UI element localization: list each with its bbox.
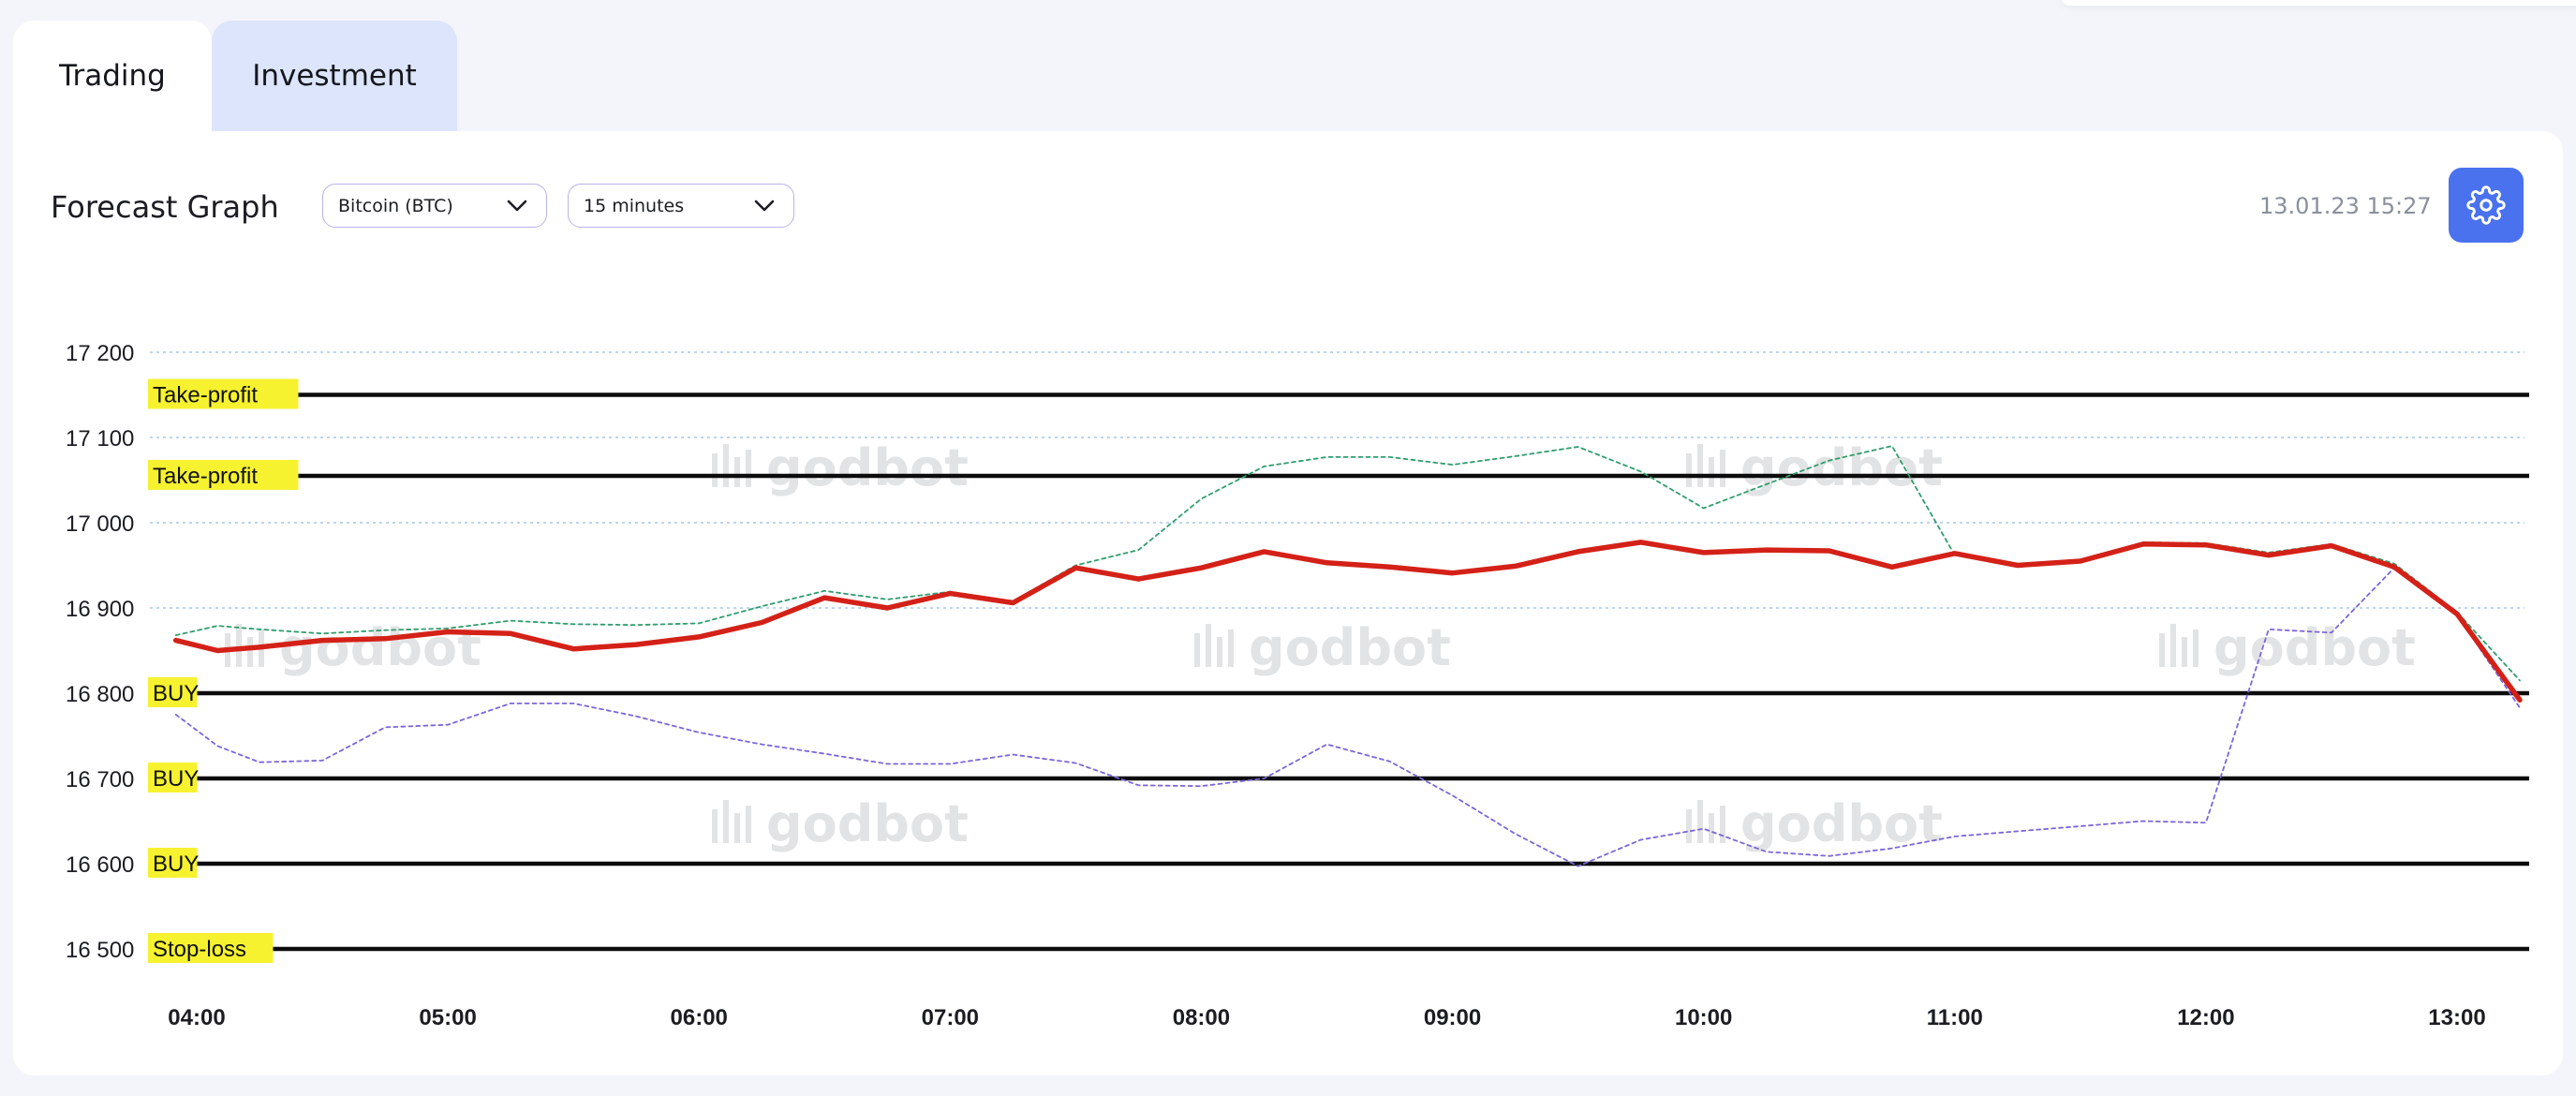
watermark-bar <box>2170 624 2176 667</box>
level-label-bg <box>148 459 299 490</box>
watermark-text: godbot <box>1249 618 1451 677</box>
level-label-bg <box>148 378 299 409</box>
watermark-bar <box>712 453 718 487</box>
watermark: godbot <box>225 618 481 677</box>
watermark-bar <box>1206 624 1211 667</box>
watermark-bar <box>1697 800 1703 843</box>
gear-icon <box>2466 185 2506 225</box>
watermark-bar <box>746 450 751 487</box>
watermark-bar <box>1697 444 1703 487</box>
watermark-bar <box>1720 806 1725 843</box>
x-tick-label: 11:00 <box>1927 1005 1983 1030</box>
watermark-bar <box>1228 629 1234 667</box>
watermark-text: godbot <box>279 618 481 677</box>
watermark-bar <box>746 806 751 843</box>
watermark: godbot <box>712 794 969 853</box>
level-label-bg <box>148 848 198 878</box>
tab-bar: Trading Investment <box>13 21 457 131</box>
x-tick-label: 04:00 <box>168 1005 225 1030</box>
y-tick-label: 17 100 <box>66 426 134 452</box>
chevron-down-icon <box>507 200 527 212</box>
x-tick-label: 13:00 <box>2428 1005 2485 1030</box>
x-tick-label: 08:00 <box>1173 1005 1230 1030</box>
x-tick-label: 10:00 <box>1675 1005 1732 1030</box>
watermark-bar <box>247 637 253 667</box>
watermark-text: godbot <box>766 794 969 853</box>
y-tick-label: 16 900 <box>66 597 134 622</box>
asset-select[interactable]: Bitcoin (BTC) <box>322 184 547 228</box>
level-label: Stop-loss <box>153 937 246 962</box>
level-label: BUY <box>153 681 199 706</box>
watermark-bar <box>1709 457 1714 487</box>
lower-band-line <box>174 567 2521 867</box>
watermark: godbot <box>1194 618 1451 677</box>
x-tick-label: 07:00 <box>922 1005 979 1030</box>
watermark-bar <box>1686 453 1692 487</box>
watermark: godbot <box>2159 618 2416 677</box>
watermark-text: godbot <box>2213 618 2416 677</box>
watermark-text: godbot <box>1740 438 1943 497</box>
watermark-bar <box>712 809 718 843</box>
level-label-bg <box>148 763 198 792</box>
y-tick-label: 16 800 <box>66 682 134 707</box>
watermark-text: godbot <box>1740 794 1943 853</box>
y-tick-label: 17 200 <box>66 341 134 366</box>
interval-select-value: 15 minutes <box>584 195 685 216</box>
asset-select-value: Bitcoin (BTC) <box>338 195 453 216</box>
watermark-bar <box>1194 633 1200 667</box>
x-tick-label: 06:00 <box>671 1005 728 1030</box>
y-tick-label: 16 700 <box>66 767 134 792</box>
x-tick-label: 05:00 <box>419 1005 476 1030</box>
watermark: godbot <box>1686 794 1943 853</box>
forecast-card: Forecast Graph Bitcoin (BTC) 15 minutes … <box>13 131 2563 1075</box>
level-label: BUY <box>153 766 199 792</box>
watermark-bar <box>236 624 242 667</box>
watermark-bar <box>723 800 729 843</box>
watermark-bar <box>1217 637 1222 667</box>
watermark: godbot <box>1686 438 1943 497</box>
x-tick-label: 09:00 <box>1424 1005 1481 1030</box>
settings-button[interactable] <box>2449 168 2524 243</box>
tab-trading[interactable]: Trading <box>13 21 212 131</box>
level-label: Take-profit <box>153 383 258 408</box>
page-title: Forecast Graph <box>51 189 279 225</box>
top-panel-edge <box>2061 0 2576 6</box>
x-tick-label: 12:00 <box>2177 1005 2234 1030</box>
interval-select[interactable]: 15 minutes <box>568 184 794 228</box>
chevron-down-icon <box>754 200 775 212</box>
watermark-bar <box>2159 633 2165 667</box>
level-label: Take-profit <box>153 464 258 489</box>
level-label-bg <box>148 933 274 963</box>
watermark-bar <box>1686 809 1692 843</box>
forecast-line <box>172 540 2523 704</box>
y-tick-label: 17 000 <box>66 511 134 537</box>
watermark-text: godbot <box>766 438 969 497</box>
watermark-bar <box>2193 629 2198 667</box>
timestamp: 13.01.23 15:27 <box>2259 193 2432 219</box>
watermark-bar <box>734 457 740 487</box>
watermark-bar <box>2182 637 2187 667</box>
level-label-bg <box>148 677 198 707</box>
watermark-bar <box>723 444 729 487</box>
watermark-bar <box>1709 813 1714 843</box>
y-tick-label: 16 500 <box>66 938 134 963</box>
watermark-bar <box>734 813 740 843</box>
level-label: BUY <box>153 852 199 877</box>
tab-investment[interactable]: Investment <box>212 21 457 131</box>
y-tick-label: 16 600 <box>66 852 134 878</box>
watermark: godbot <box>712 438 969 497</box>
watermark-bar <box>1720 450 1725 487</box>
